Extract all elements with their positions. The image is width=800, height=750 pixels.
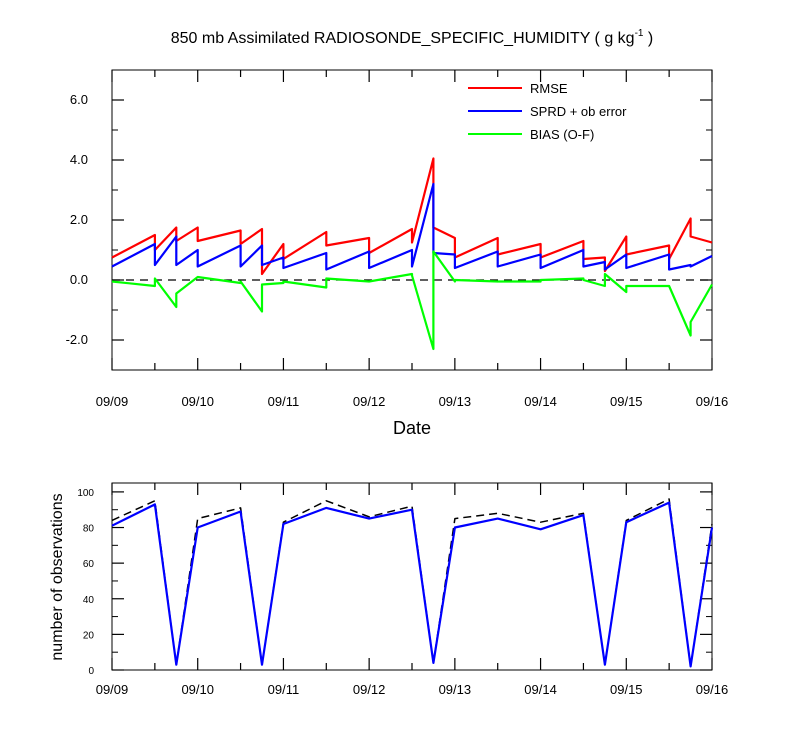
top-panel: 09/09 09/10 09/11 09/12 09/13 09/14 09/15 09/16… xyxy=(66,69,729,438)
top-x-tick-label: 09/10 xyxy=(181,394,214,409)
legend-label-rmse: RMSE xyxy=(530,81,568,96)
bottom-y-tick-label: 100 xyxy=(77,488,94,499)
bottom-y-tick-label: 40 xyxy=(83,595,95,606)
bottom-x-tick-label: 09/12 xyxy=(353,682,386,697)
top-axis-ticks: 09/09 09/10 09/11 09/12 09/13 09/14 09/15 09/16… xyxy=(66,69,729,409)
top-y-tick-label: -2.0 xyxy=(66,332,88,347)
top-y-tick-label: 6.0 xyxy=(70,92,88,107)
top-x-tick-label: 09/13 xyxy=(439,394,472,409)
bottom-x-tick-label: 09/11 xyxy=(268,682,300,697)
bottom-x-tick-label: 09/09 xyxy=(96,682,129,697)
legend: RMSE SPRD + ob error BIAS (O-F) xyxy=(468,81,627,142)
title-close: ) xyxy=(643,30,653,47)
legend-label-sprd: SPRD + ob error xyxy=(530,104,627,119)
bottom-x-tick-label: 09/10 xyxy=(181,682,214,697)
bottom-x-tick-label: 09/15 xyxy=(610,682,643,697)
top-x-tick-label: 09/12 xyxy=(353,394,386,409)
bottom-axis-ticks: 09/09 09/10 09/11 09/12 09/13 09/14 09/15 09/16… xyxy=(77,483,728,697)
top-x-tick-label: 09/15 xyxy=(610,394,643,409)
top-series-group xyxy=(111,157,713,351)
bottom-y-tick-label: 20 xyxy=(83,630,95,641)
bottom-y-tick-label: 0 xyxy=(88,666,94,677)
top-series-line-rmse xyxy=(111,157,713,276)
top-x-tick-label: 09/09 xyxy=(96,394,129,409)
top-x-tick-label: 09/16 xyxy=(696,394,729,409)
top-series-line-bias-o-f xyxy=(111,250,713,351)
bottom-x-tick-label: 09/13 xyxy=(439,682,472,697)
top-x-tick-label: 09/11 xyxy=(268,394,300,409)
bottom-series-line-used xyxy=(111,501,714,668)
bottom-y-tick-label: 80 xyxy=(83,524,95,535)
y-axis-label-observations: number of observations xyxy=(49,493,66,660)
chart-title: 850 mb Assimilated RADIOSONDE_SPECIFIC_H… xyxy=(171,28,654,47)
x-axis-label: Date xyxy=(393,418,431,438)
bottom-x-tick-label: 09/14 xyxy=(524,682,557,697)
top-y-tick-label: 2.0 xyxy=(70,212,88,227)
top-y-tick-label: 0.0 xyxy=(70,272,88,287)
title-unit-exponent: -1 xyxy=(635,28,644,39)
top-series-line-sprd-ob-error xyxy=(111,182,713,271)
top-y-tick-label: 4.0 xyxy=(70,152,88,167)
bottom-y-tick-label: 60 xyxy=(83,559,95,570)
bottom-panel: 09/09 09/10 09/11 09/12 09/13 09/14 09/15 09/16… xyxy=(49,482,728,697)
bottom-x-tick-label: 09/16 xyxy=(696,682,729,697)
legend-label-bias: BIAS (O-F) xyxy=(530,127,594,142)
top-x-tick-label: 09/14 xyxy=(524,394,557,409)
bottom-series-group xyxy=(111,498,714,668)
bottom-series-line-possible xyxy=(111,498,713,668)
